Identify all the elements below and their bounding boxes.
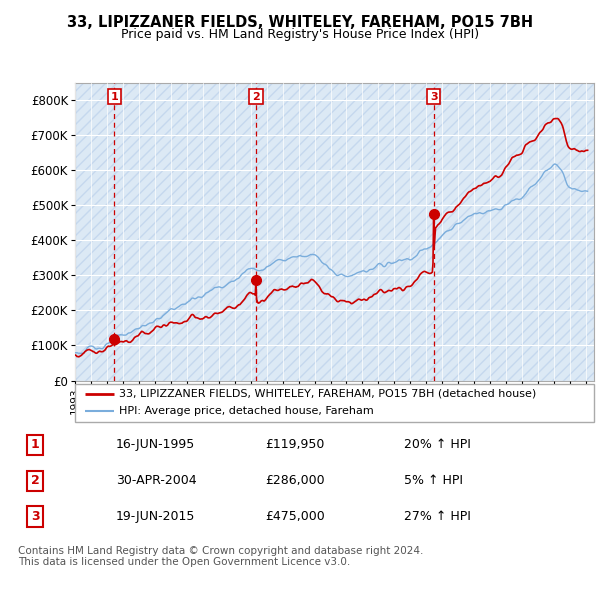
Text: HPI: Average price, detached house, Fareham: HPI: Average price, detached house, Fare… — [119, 407, 374, 417]
Text: 3: 3 — [31, 510, 40, 523]
Text: 2: 2 — [31, 474, 40, 487]
Text: 33, LIPIZZANER FIELDS, WHITELEY, FAREHAM, PO15 7BH: 33, LIPIZZANER FIELDS, WHITELEY, FAREHAM… — [67, 15, 533, 30]
Text: 16-JUN-1995: 16-JUN-1995 — [116, 438, 195, 451]
Text: 1: 1 — [31, 438, 40, 451]
Text: 5% ↑ HPI: 5% ↑ HPI — [404, 474, 463, 487]
Text: 19-JUN-2015: 19-JUN-2015 — [116, 510, 195, 523]
Text: 1: 1 — [110, 91, 118, 101]
FancyBboxPatch shape — [75, 384, 594, 422]
Text: Contains HM Land Registry data © Crown copyright and database right 2024.
This d: Contains HM Land Registry data © Crown c… — [18, 546, 424, 568]
Text: 33, LIPIZZANER FIELDS, WHITELEY, FAREHAM, PO15 7BH (detached house): 33, LIPIZZANER FIELDS, WHITELEY, FAREHAM… — [119, 389, 536, 399]
Text: 27% ↑ HPI: 27% ↑ HPI — [404, 510, 470, 523]
Text: £475,000: £475,000 — [265, 510, 325, 523]
Text: 20% ↑ HPI: 20% ↑ HPI — [404, 438, 470, 451]
Text: £119,950: £119,950 — [265, 438, 325, 451]
Text: Price paid vs. HM Land Registry's House Price Index (HPI): Price paid vs. HM Land Registry's House … — [121, 28, 479, 41]
Text: 2: 2 — [252, 91, 260, 101]
Text: 3: 3 — [430, 91, 437, 101]
Text: 30-APR-2004: 30-APR-2004 — [116, 474, 196, 487]
Text: £286,000: £286,000 — [265, 474, 325, 487]
